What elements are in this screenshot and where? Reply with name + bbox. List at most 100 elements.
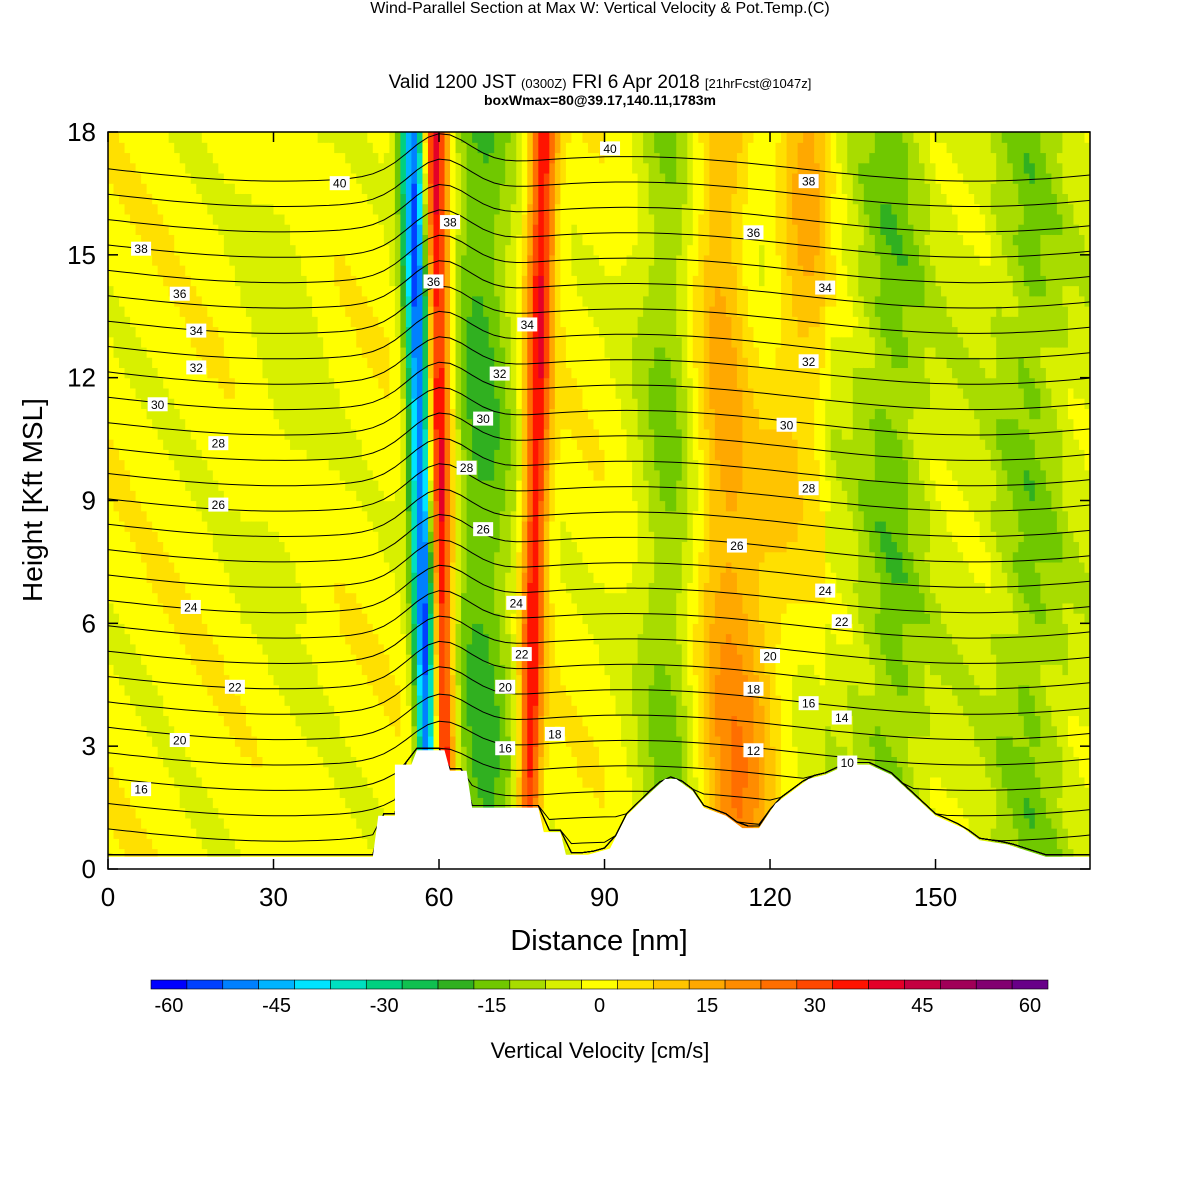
colorbar-swatch — [832, 979, 869, 990]
x-tick-label: 0 — [101, 882, 115, 912]
theta-label: 26 — [208, 497, 229, 512]
colorbar-swatch — [545, 979, 582, 990]
colorbar-tick-label: -30 — [370, 995, 399, 1017]
colorbar-swatch — [294, 979, 331, 990]
svg-text:16: 16 — [134, 783, 148, 797]
theta-label: 20 — [760, 649, 781, 664]
theta-label: 38 — [131, 241, 152, 256]
svg-text:34: 34 — [819, 281, 833, 295]
theta-label: 32 — [186, 360, 207, 375]
svg-text:30: 30 — [151, 398, 165, 412]
theta-label: 26 — [726, 538, 747, 553]
forecast-info: [21hrFcst@1047z] — [704, 76, 812, 91]
colorbar-label: Vertical Velocity [cm/s] — [491, 1038, 710, 1063]
theta-label: 32 — [798, 354, 819, 369]
theta-label: 36 — [423, 274, 444, 289]
theta-label: 22 — [224, 679, 245, 694]
colorbar-tick-label: 15 — [696, 995, 718, 1017]
y-axis-label: Height [Kft MSL] — [17, 398, 48, 602]
theta-label: 20 — [495, 679, 516, 694]
svg-text:22: 22 — [515, 648, 529, 662]
valid-prefix: Valid 1200 JST — [388, 72, 516, 93]
x-tick-label: 150 — [914, 882, 957, 912]
colorbar-swatch — [330, 979, 367, 990]
theta-label: 30 — [147, 397, 168, 412]
terrain — [108, 750, 1090, 869]
theta-contour-labels: 16 20 22 24 26 28 30 32 34 36 38 40 40 38 36 34 32 30 28 26… — [131, 141, 858, 797]
svg-text:14: 14 — [835, 711, 849, 725]
svg-text:28: 28 — [802, 482, 816, 496]
colorbar-tick-label: 45 — [911, 995, 933, 1017]
colorbar-swatch — [473, 979, 511, 990]
svg-text:18: 18 — [548, 727, 562, 741]
y-tick-label: 12 — [67, 363, 96, 393]
theta-label: 34 — [517, 317, 538, 332]
colorbar-swatch — [760, 979, 798, 990]
colorbar-tick-label: 0 — [594, 995, 605, 1017]
y-tick-label: 9 — [82, 486, 96, 516]
colorbar-swatch — [904, 979, 941, 990]
theta-contours — [108, 133, 1090, 856]
colorbar-swatch — [975, 979, 1013, 990]
svg-text:22: 22 — [835, 615, 849, 629]
theta-label: 24 — [180, 599, 201, 614]
colorbar-tick-label: 30 — [804, 995, 826, 1017]
colorbar-swatch — [868, 979, 905, 990]
colorbar-swatch — [222, 979, 259, 990]
colorbar-swatch — [150, 979, 188, 990]
theta-label: 16 — [495, 741, 516, 756]
colorbar-tick-label: 60 — [1019, 995, 1041, 1017]
y-tick-label: 0 — [82, 854, 96, 884]
copyright-mark: (C) — [807, 0, 830, 17]
theta-label: 16 — [798, 696, 819, 711]
theta-label: 40 — [600, 141, 621, 156]
svg-text:36: 36 — [427, 275, 441, 289]
svg-text:34: 34 — [190, 324, 204, 338]
colorbar-swatch — [437, 979, 475, 990]
theta-label: 34 — [186, 323, 207, 338]
svg-text:24: 24 — [184, 600, 198, 614]
svg-text:22: 22 — [228, 680, 242, 694]
chart-title: Wind-Parallel Section at Max W: Vertical… — [0, 0, 1200, 18]
svg-text:28: 28 — [212, 437, 226, 451]
svg-text:12: 12 — [747, 744, 761, 758]
svg-text:26: 26 — [212, 498, 226, 512]
svg-text:30: 30 — [476, 412, 490, 426]
svg-text:28: 28 — [460, 461, 474, 475]
theta-label: 38 — [798, 174, 819, 189]
theta-label: 16 — [131, 782, 152, 797]
svg-text:18: 18 — [747, 682, 761, 696]
colorbar-swatch — [401, 979, 439, 990]
theta-label: 22 — [831, 614, 852, 629]
theta-label: 28 — [798, 481, 819, 496]
theta-label: 38 — [440, 215, 461, 230]
colorbar-swatch — [796, 979, 834, 990]
x-tick-label: 90 — [590, 882, 619, 912]
theta-label: 32 — [489, 366, 510, 381]
y-tick-label: 18 — [67, 117, 96, 147]
colorbar-swatch — [617, 979, 654, 990]
theta-label: 22 — [511, 647, 532, 662]
svg-text:20: 20 — [499, 680, 513, 694]
colorbar-swatch — [509, 979, 546, 990]
theta-label: 18 — [544, 726, 565, 741]
theta-label: 26 — [473, 522, 494, 537]
svg-text:24: 24 — [510, 596, 524, 610]
colorbar-swatch — [688, 979, 726, 990]
svg-text:40: 40 — [333, 177, 347, 191]
theta-label: 40 — [329, 176, 350, 191]
theta-label: 30 — [776, 417, 797, 432]
theta-label: 12 — [743, 743, 764, 758]
svg-text:20: 20 — [173, 734, 187, 748]
colorbar-swatch — [940, 979, 977, 990]
valid-utc: (0300Z) — [521, 76, 567, 91]
theta-label: 36 — [169, 286, 190, 301]
colorbar-tick-label: -15 — [477, 995, 506, 1017]
vertical-velocity-field — [108, 132, 1090, 869]
box-info: boxWmax=80@39.17,140.11,1783m — [484, 92, 716, 108]
svg-text:32: 32 — [802, 355, 816, 369]
svg-text:24: 24 — [819, 584, 833, 598]
title-text: Wind-Parallel Section at Max W: Vertical… — [370, 0, 808, 17]
